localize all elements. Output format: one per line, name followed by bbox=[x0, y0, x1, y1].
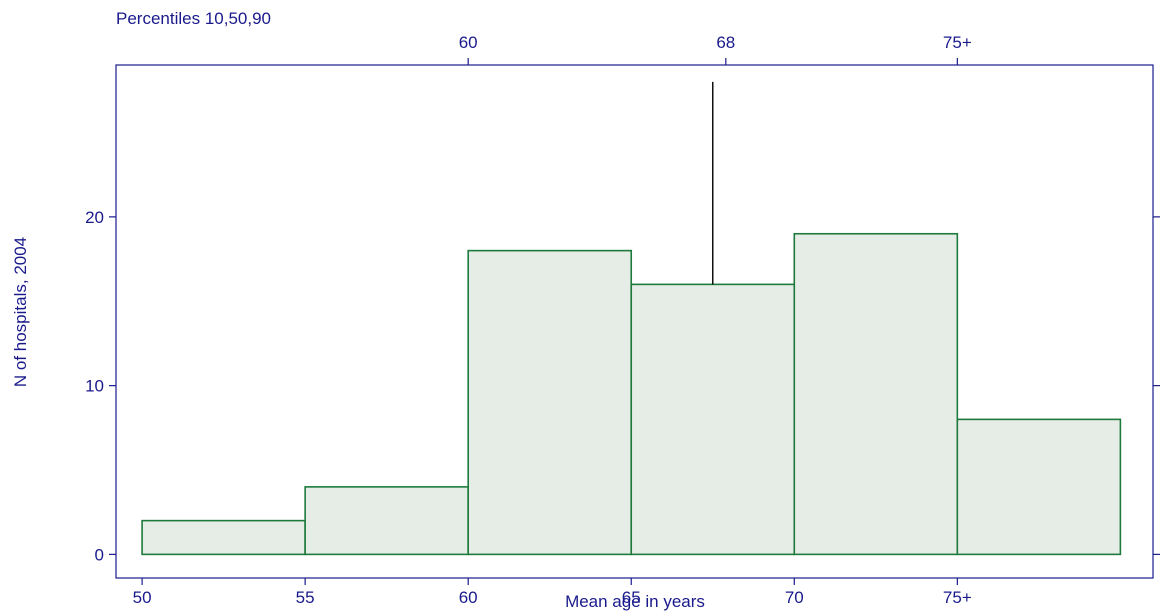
x-tick-label-50: 50 bbox=[133, 588, 152, 607]
top-axis-title: Percentiles 10,50,90 bbox=[116, 9, 271, 28]
y-tick-label-10: 10 bbox=[85, 377, 104, 396]
bar-75-80 bbox=[956, 418, 1122, 556]
x-axis-label: Mean age in years bbox=[565, 592, 705, 611]
bar-60-65 bbox=[467, 249, 633, 556]
x-axis-ticks: 50 55 60 65 70 75+ bbox=[133, 578, 972, 607]
x-tick-label-70: 70 bbox=[785, 588, 804, 607]
bar-70-75 bbox=[793, 232, 959, 556]
bar-50-55 bbox=[141, 519, 306, 556]
bar-55-60 bbox=[304, 486, 469, 556]
bar-65-70 bbox=[630, 283, 796, 556]
plot-frame bbox=[115, 64, 1154, 579]
percentile-tick-label-60: 60 bbox=[459, 33, 478, 52]
y-tick-label-20: 20 bbox=[85, 208, 104, 227]
x-tick-label-55: 55 bbox=[296, 588, 315, 607]
percentile-tick-label-68: 68 bbox=[716, 33, 735, 52]
y-axis-label: N of hospitals, 2004 bbox=[11, 237, 30, 387]
y-tick-label-0: 0 bbox=[95, 545, 104, 564]
histogram-bars bbox=[141, 232, 1122, 556]
x-tick-label-60: 60 bbox=[459, 588, 478, 607]
percentile-axis-ticks: 60 68 75+ bbox=[459, 33, 972, 65]
y-axis-ticks: 0 10 20 bbox=[85, 208, 1160, 564]
x-tick-label-65: 65 bbox=[622, 588, 641, 607]
percentile-tick-label-75+: 75+ bbox=[943, 33, 972, 52]
x-tick-label-75+: 75+ bbox=[943, 588, 972, 607]
